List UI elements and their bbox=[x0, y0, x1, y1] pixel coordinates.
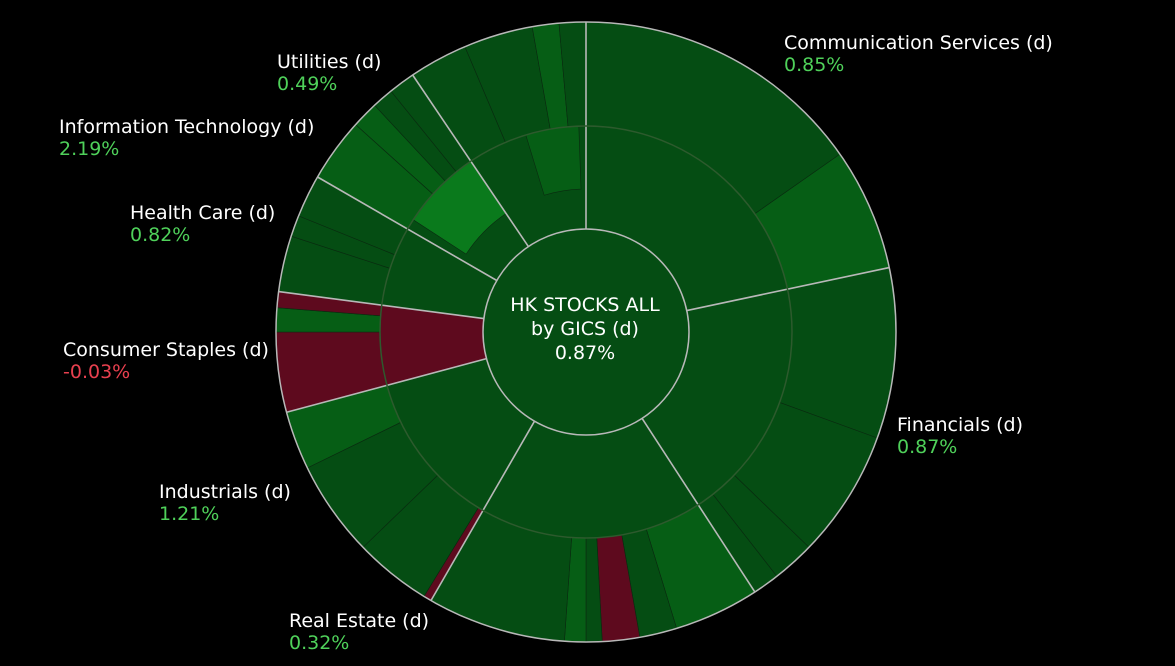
sector-name: Financials (d) bbox=[897, 414, 1024, 436]
sector-change: -0.03% bbox=[63, 361, 131, 383]
center-total-value: 0.87% bbox=[554, 342, 616, 364]
outer-ring-border bbox=[275, 21, 897, 643]
sector-name: Industrials (d) bbox=[159, 481, 291, 503]
sector-label-consumer-staples[interactable]: Consumer Staples (d) -0.03% bbox=[63, 339, 269, 383]
sector-name: Real Estate (d) bbox=[289, 610, 430, 632]
sector-label-information-technology[interactable]: Information Technology (d) 2.19% bbox=[59, 116, 314, 160]
center-title-line1: HK STOCKS ALL bbox=[510, 294, 660, 316]
sector-name: Communication Services (d) bbox=[784, 32, 1053, 54]
sector-change: 0.32% bbox=[289, 632, 350, 654]
sector-label-utilities[interactable]: Utilities (d) 0.49% bbox=[277, 51, 381, 95]
sector-label-health-care[interactable]: Health Care (d) 0.82% bbox=[130, 202, 275, 246]
inner-ring-border bbox=[379, 125, 793, 539]
center-title-line2: by GICS (d) bbox=[531, 318, 639, 340]
sector-change: 0.49% bbox=[277, 73, 338, 95]
sector-name: Health Care (d) bbox=[130, 202, 276, 224]
sector-change: 0.82% bbox=[130, 224, 191, 246]
sector-label-industrials[interactable]: Industrials (d) 1.21% bbox=[159, 481, 291, 525]
sector-change: 1.21% bbox=[159, 503, 220, 525]
sector-label-communication-services[interactable]: Communication Services (d) 0.85% bbox=[784, 32, 1053, 76]
chart-center-label: HK STOCKS ALL by GICS (d) 0.87% bbox=[465, 293, 705, 365]
sector-change: 2.19% bbox=[59, 138, 120, 160]
sector-name: Consumer Staples (d) bbox=[63, 339, 269, 361]
center-disc bbox=[482, 228, 690, 436]
sector-name: Information Technology (d) bbox=[59, 116, 315, 138]
sector-change: 0.85% bbox=[784, 54, 845, 76]
sector-name: Utilities (d) bbox=[277, 51, 382, 73]
sector-label-financials[interactable]: Financials (d) 0.87% bbox=[897, 414, 1023, 458]
sector-change: 0.87% bbox=[897, 436, 958, 458]
sector-label-real-estate[interactable]: Real Estate (d) 0.32% bbox=[289, 610, 429, 654]
